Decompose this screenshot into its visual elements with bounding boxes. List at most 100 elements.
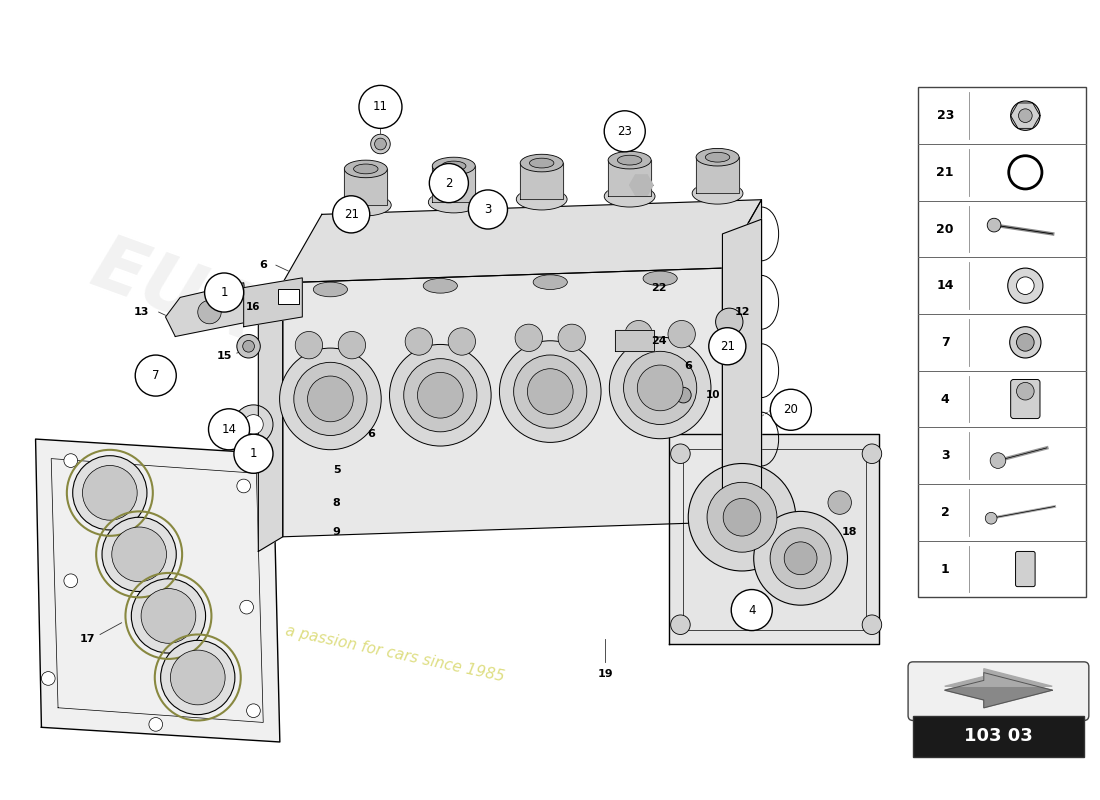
Polygon shape <box>945 673 1053 708</box>
Ellipse shape <box>516 189 568 210</box>
Text: 22: 22 <box>651 282 667 293</box>
Circle shape <box>42 672 55 686</box>
Circle shape <box>170 650 226 705</box>
Circle shape <box>404 358 477 432</box>
Circle shape <box>236 334 261 358</box>
Circle shape <box>148 718 163 731</box>
Circle shape <box>770 390 812 430</box>
Text: 13: 13 <box>133 307 148 317</box>
Circle shape <box>405 328 432 355</box>
Polygon shape <box>615 330 654 351</box>
Text: 21: 21 <box>719 340 735 353</box>
Circle shape <box>515 324 542 351</box>
Text: 6: 6 <box>260 260 267 270</box>
Text: 5: 5 <box>332 466 340 475</box>
Polygon shape <box>641 175 653 185</box>
Circle shape <box>1016 382 1034 400</box>
Circle shape <box>246 704 261 718</box>
Circle shape <box>332 196 370 233</box>
Text: 23: 23 <box>936 109 954 122</box>
Ellipse shape <box>428 191 480 213</box>
Ellipse shape <box>604 186 654 207</box>
Text: 18: 18 <box>842 527 857 537</box>
Ellipse shape <box>353 164 378 174</box>
Circle shape <box>754 511 847 605</box>
Circle shape <box>234 434 273 474</box>
Circle shape <box>131 579 206 653</box>
Circle shape <box>371 134 390 154</box>
FancyBboxPatch shape <box>909 662 1089 721</box>
Text: 7: 7 <box>940 336 949 349</box>
Polygon shape <box>283 268 723 537</box>
Circle shape <box>359 86 402 128</box>
Text: 14: 14 <box>221 423 236 436</box>
Polygon shape <box>35 439 279 742</box>
Circle shape <box>338 331 365 359</box>
Text: 20: 20 <box>783 403 799 416</box>
Circle shape <box>675 387 691 403</box>
Polygon shape <box>641 185 653 195</box>
Ellipse shape <box>520 154 563 172</box>
Text: 1: 1 <box>220 286 228 299</box>
Circle shape <box>625 321 652 348</box>
Text: 7: 7 <box>152 369 160 382</box>
Polygon shape <box>244 278 303 326</box>
Circle shape <box>1011 101 1040 130</box>
Text: 12: 12 <box>734 307 750 317</box>
Circle shape <box>308 376 353 422</box>
Text: 3: 3 <box>484 203 492 216</box>
Ellipse shape <box>644 271 678 286</box>
Text: 4: 4 <box>748 603 756 617</box>
Text: 14: 14 <box>936 279 954 292</box>
Text: 19: 19 <box>597 669 613 678</box>
Ellipse shape <box>424 278 458 293</box>
Circle shape <box>770 528 832 589</box>
Circle shape <box>141 589 196 643</box>
Circle shape <box>558 324 585 351</box>
Circle shape <box>429 163 469 202</box>
Polygon shape <box>629 185 641 195</box>
Polygon shape <box>696 158 739 194</box>
Polygon shape <box>344 169 387 205</box>
Circle shape <box>64 574 78 587</box>
Ellipse shape <box>529 158 554 168</box>
Circle shape <box>1010 326 1041 358</box>
Circle shape <box>205 273 244 312</box>
Ellipse shape <box>432 158 475 174</box>
Circle shape <box>102 518 176 591</box>
Circle shape <box>294 362 367 435</box>
Polygon shape <box>636 185 647 195</box>
Circle shape <box>862 615 882 634</box>
Text: 2: 2 <box>940 506 949 519</box>
Circle shape <box>243 340 254 352</box>
Text: 9: 9 <box>332 527 340 537</box>
Circle shape <box>707 482 777 552</box>
Circle shape <box>716 308 742 335</box>
Ellipse shape <box>608 151 651 169</box>
Circle shape <box>1008 268 1043 303</box>
Circle shape <box>637 365 683 410</box>
Text: 10: 10 <box>705 390 719 400</box>
Circle shape <box>448 328 475 355</box>
Ellipse shape <box>692 182 742 204</box>
Text: 103 03: 103 03 <box>964 727 1033 745</box>
Text: 2: 2 <box>446 177 452 190</box>
Polygon shape <box>669 434 879 644</box>
Circle shape <box>732 590 772 630</box>
FancyBboxPatch shape <box>1015 551 1035 586</box>
Ellipse shape <box>340 194 392 216</box>
Circle shape <box>418 372 463 418</box>
Circle shape <box>82 466 138 520</box>
Circle shape <box>668 321 695 348</box>
Circle shape <box>240 600 253 614</box>
Circle shape <box>244 414 263 434</box>
FancyBboxPatch shape <box>278 289 299 304</box>
Circle shape <box>236 479 251 493</box>
Text: 24: 24 <box>651 336 667 346</box>
Circle shape <box>161 640 235 714</box>
Circle shape <box>514 355 586 428</box>
Polygon shape <box>723 219 761 522</box>
Text: 15: 15 <box>217 351 232 361</box>
Circle shape <box>499 341 601 442</box>
Text: 3: 3 <box>940 449 949 462</box>
